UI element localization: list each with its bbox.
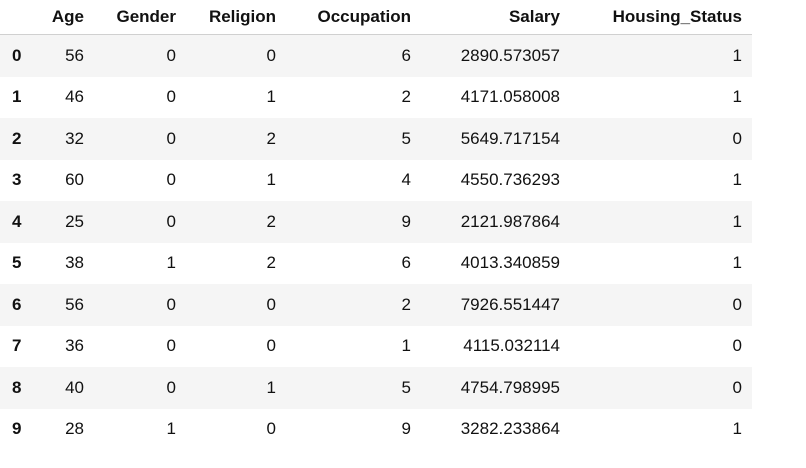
table-row: 8 40 0 1 5 4754.798995 0 bbox=[0, 367, 752, 409]
row-index: 2 bbox=[12, 128, 22, 148]
dataframe-table: Age Gender Religion Occupation Salary Housing… bbox=[0, 0, 752, 451]
column-header: Age bbox=[34, 0, 94, 35]
table-cell: 0 bbox=[266, 45, 276, 65]
table-cell: 2 bbox=[266, 253, 276, 273]
table-cell: 7926.551447 bbox=[460, 294, 560, 314]
table-cell: 6 bbox=[401, 45, 411, 65]
table-row: 5 38 1 2 6 4013.340859 1 bbox=[0, 243, 752, 285]
table-cell: 1 bbox=[732, 170, 742, 190]
table-row: 2 32 0 2 5 5649.717154 0 bbox=[0, 118, 752, 160]
table-cell: 0 bbox=[732, 294, 742, 314]
table-cell: 40 bbox=[65, 377, 84, 397]
row-index: 4 bbox=[12, 211, 22, 231]
table-cell: 1 bbox=[166, 419, 176, 439]
table-cell: 38 bbox=[65, 253, 84, 273]
column-header: Housing_Status bbox=[570, 0, 752, 35]
table-header: Age Gender Religion Occupation Salary Housing… bbox=[0, 0, 752, 35]
table-cell: 0 bbox=[166, 87, 176, 107]
table-cell: 0 bbox=[166, 128, 176, 148]
table-row: 6 56 0 0 2 7926.551447 0 bbox=[0, 284, 752, 326]
table-cell: 56 bbox=[65, 294, 84, 314]
table-cell: 1 bbox=[266, 377, 276, 397]
table-cell: 0 bbox=[166, 211, 176, 231]
table-cell: 1 bbox=[732, 45, 742, 65]
table-cell: 0 bbox=[266, 336, 276, 356]
table-cell: 9 bbox=[401, 211, 411, 231]
table-cell: 60 bbox=[65, 170, 84, 190]
column-header: Occupation bbox=[286, 0, 421, 35]
table-cell: 6 bbox=[401, 253, 411, 273]
table-cell: 0 bbox=[166, 336, 176, 356]
table-cell: 5649.717154 bbox=[460, 128, 560, 148]
table-cell: 0 bbox=[266, 419, 276, 439]
index-header bbox=[0, 0, 34, 35]
row-index: 1 bbox=[12, 87, 22, 107]
table-cell: 5 bbox=[401, 128, 411, 148]
table-cell: 0 bbox=[266, 294, 276, 314]
row-index: 0 bbox=[12, 45, 22, 65]
row-index: 5 bbox=[12, 253, 22, 273]
table-cell: 36 bbox=[65, 336, 84, 356]
table-row: 7 36 0 0 1 4115.032114 0 bbox=[0, 326, 752, 368]
table-cell: 2121.987864 bbox=[460, 211, 560, 231]
table-cell: 0 bbox=[166, 45, 176, 65]
table-body: 0 56 0 0 6 2890.573057 1 1 46 0 1 2 4171.058008 1 2 32 0… bbox=[0, 34, 752, 451]
table-cell: 0 bbox=[732, 128, 742, 148]
table-cell: 4171.058008 bbox=[460, 87, 560, 107]
table-row: 3 60 0 1 4 4550.736293 1 bbox=[0, 160, 752, 202]
table-cell: 1 bbox=[166, 253, 176, 273]
table-cell: 5 bbox=[401, 377, 411, 397]
table-cell: 2 bbox=[266, 128, 276, 148]
table-row: 4 25 0 2 9 2121.987864 1 bbox=[0, 201, 752, 243]
table-cell: 1 bbox=[401, 336, 411, 356]
table-row: 9 28 1 0 9 3282.233864 1 bbox=[0, 409, 752, 451]
table-cell: 0 bbox=[732, 377, 742, 397]
table-cell: 0 bbox=[166, 294, 176, 314]
row-index: 9 bbox=[12, 419, 22, 439]
column-header: Salary bbox=[421, 0, 570, 35]
table-cell: 56 bbox=[65, 45, 84, 65]
table-cell: 4754.798995 bbox=[460, 377, 560, 397]
table-cell: 0 bbox=[732, 336, 742, 356]
table-cell: 0 bbox=[166, 377, 176, 397]
row-index: 6 bbox=[12, 294, 22, 314]
table-cell: 1 bbox=[732, 87, 742, 107]
table-cell: 1 bbox=[732, 419, 742, 439]
table-cell: 4115.032114 bbox=[463, 336, 560, 356]
table-row: 1 46 0 1 2 4171.058008 1 bbox=[0, 77, 752, 119]
table-cell: 1 bbox=[732, 253, 742, 273]
table-cell: 9 bbox=[401, 419, 411, 439]
table-cell: 28 bbox=[65, 419, 84, 439]
table-cell: 4013.340859 bbox=[460, 253, 560, 273]
table-cell: 4 bbox=[401, 170, 411, 190]
table-cell: 32 bbox=[65, 128, 84, 148]
row-index: 3 bbox=[12, 170, 22, 190]
row-index: 7 bbox=[12, 336, 22, 356]
table-row: 0 56 0 0 6 2890.573057 1 bbox=[0, 34, 752, 77]
table-cell: 3282.233864 bbox=[460, 419, 560, 439]
table-cell: 4550.736293 bbox=[460, 170, 560, 190]
table-cell: 2 bbox=[401, 294, 411, 314]
table-cell: 2 bbox=[266, 211, 276, 231]
table-cell: 46 bbox=[65, 87, 84, 107]
row-index: 8 bbox=[12, 377, 22, 397]
column-header: Gender bbox=[94, 0, 186, 35]
table-cell: 2890.573057 bbox=[460, 45, 560, 65]
table-cell: 1 bbox=[266, 170, 276, 190]
table-cell: 25 bbox=[65, 211, 84, 231]
table-cell: 1 bbox=[732, 211, 742, 231]
column-header: Religion bbox=[186, 0, 286, 35]
table-cell: 2 bbox=[401, 87, 411, 107]
table-cell: 0 bbox=[166, 170, 176, 190]
header-row: Age Gender Religion Occupation Salary Housing… bbox=[0, 0, 752, 35]
table-cell: 1 bbox=[266, 87, 276, 107]
